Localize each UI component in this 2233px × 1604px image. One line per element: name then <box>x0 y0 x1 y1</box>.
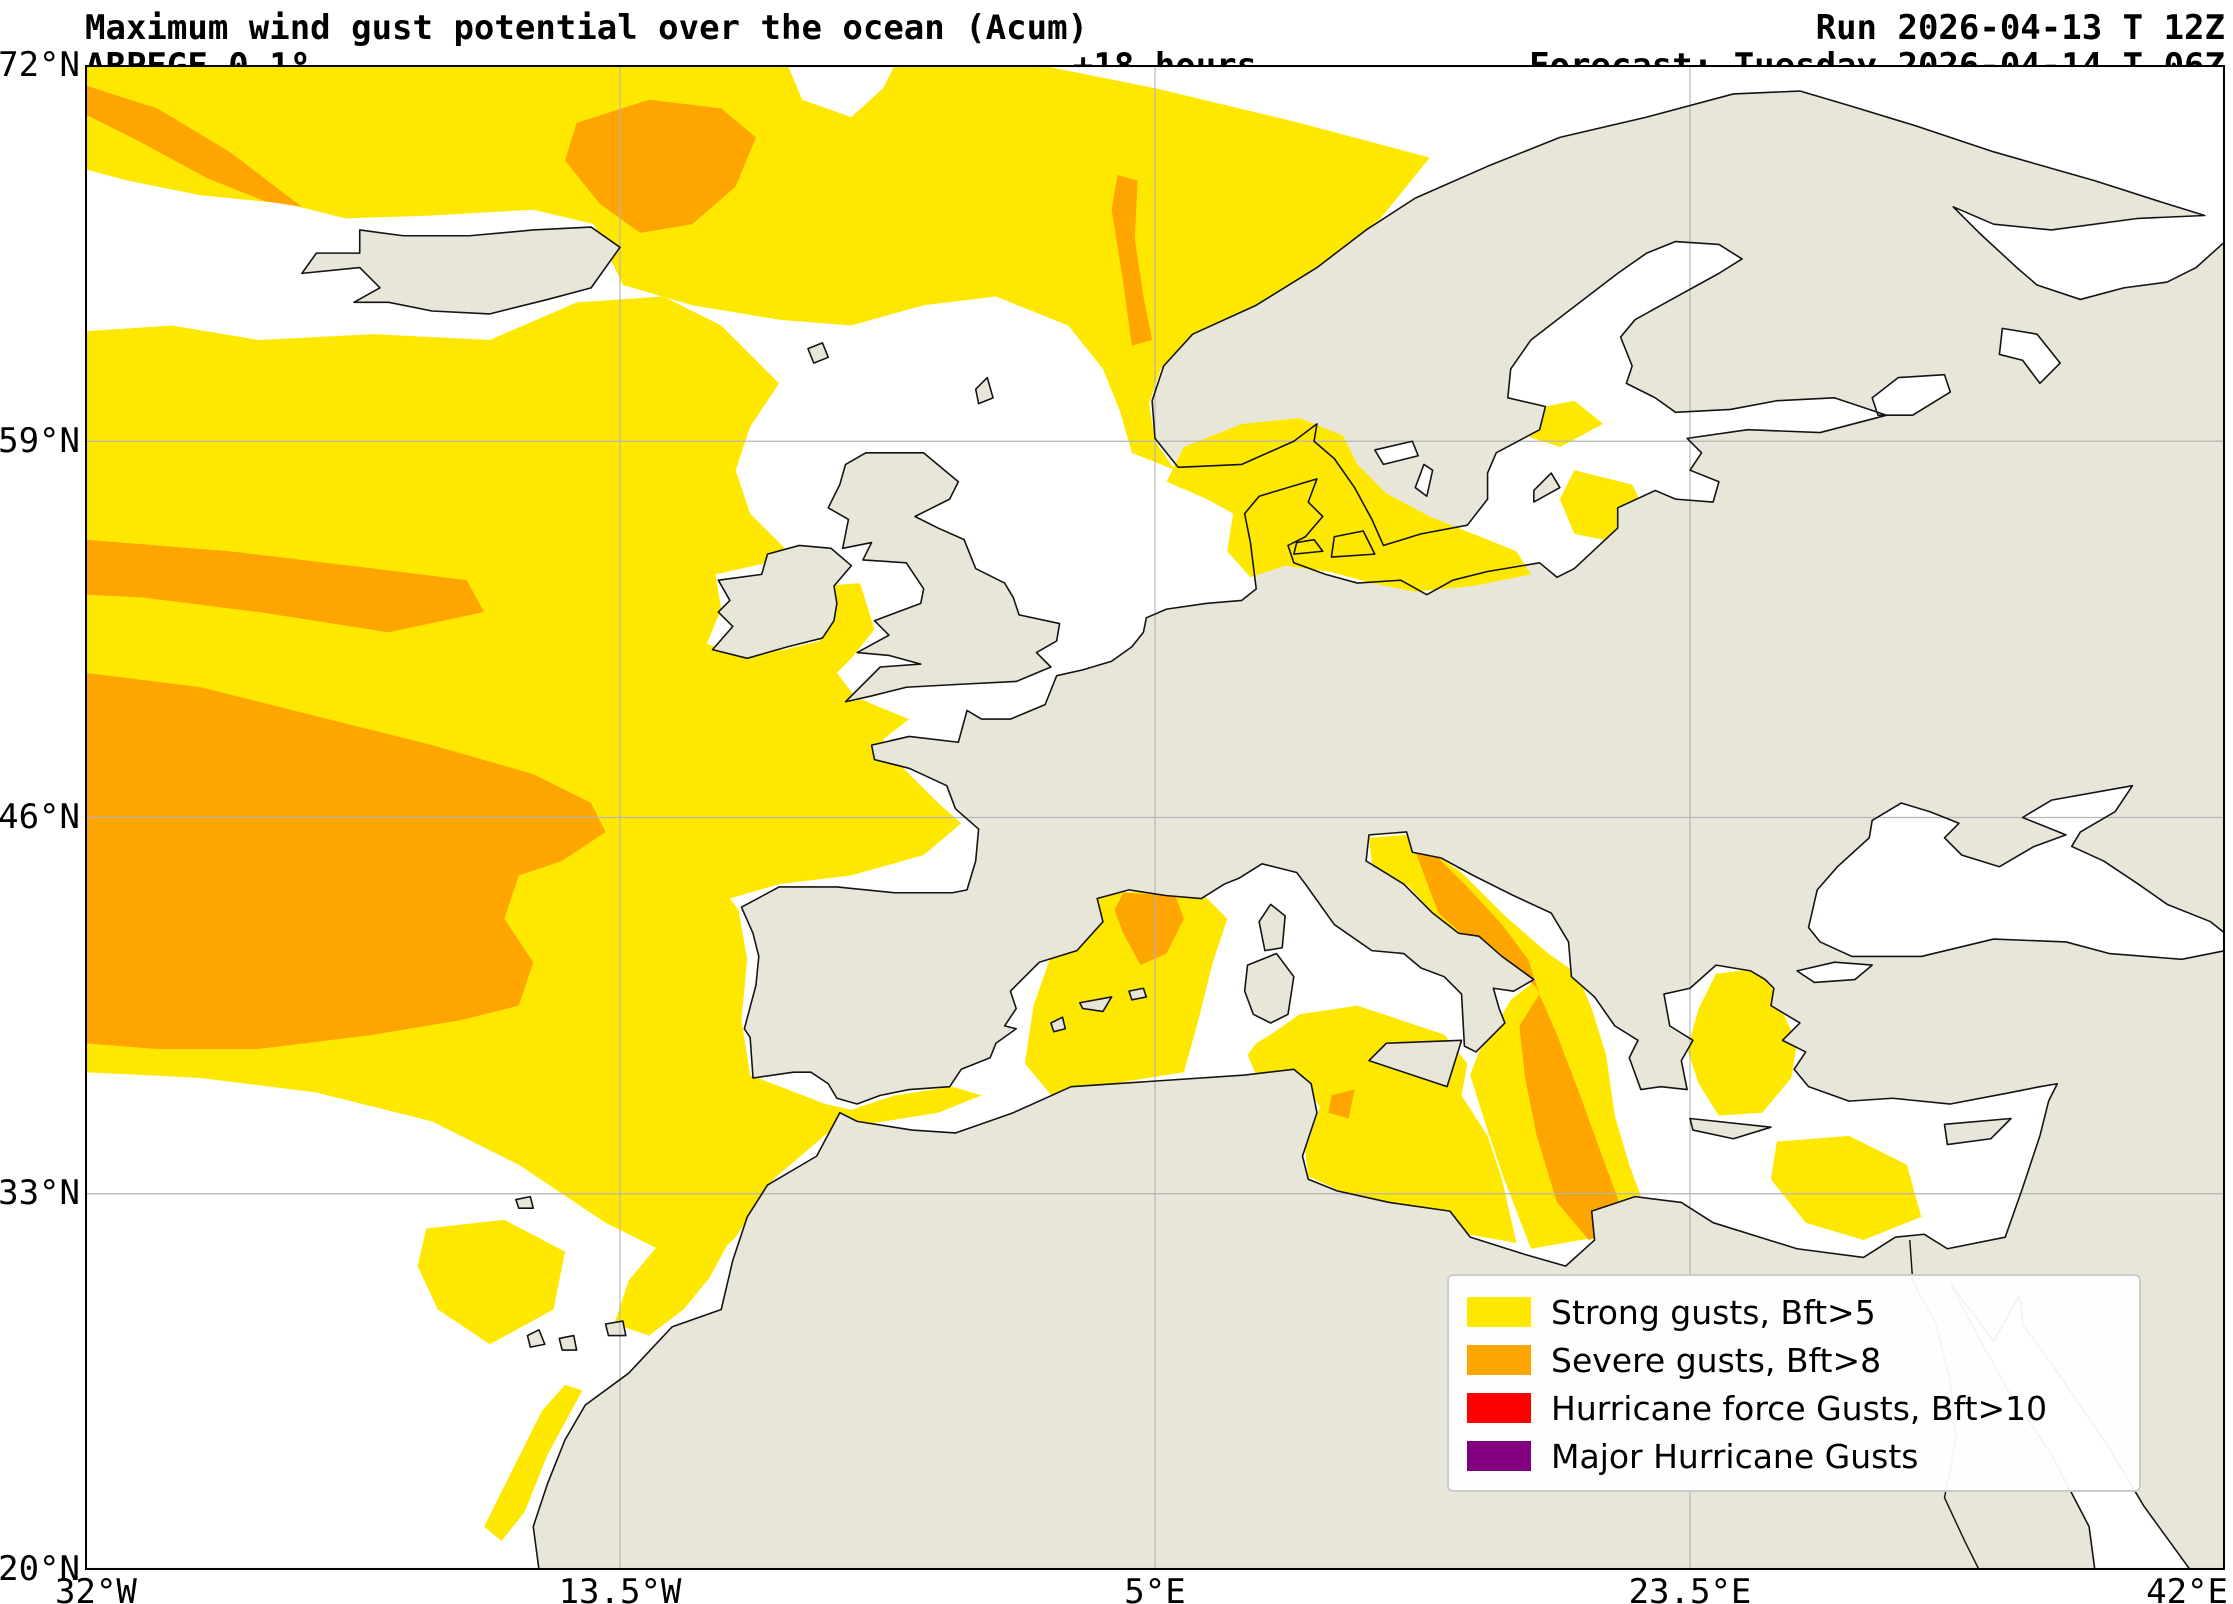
gust-severe-region <box>85 539 485 633</box>
map-border <box>85 65 2225 1570</box>
legend-item-label: Severe gusts, Bft>8 <box>1551 1340 1882 1380</box>
lon-tick-label: 5°E <box>1124 1572 1186 1604</box>
gust-strong-region <box>614 1182 768 1336</box>
gust-strong-region <box>85 65 1430 471</box>
gust-layer-overland <box>1166 418 1531 592</box>
lon-tick-label: 13.5°W <box>558 1572 682 1604</box>
legend-box: Strong gusts, Bft>5 Severe gusts, Bft>8 … <box>1447 1274 2141 1492</box>
lon-tick-label: 42°E <box>2146 1572 2228 1604</box>
figure-title: Maximum wind gust potential over the oce… <box>85 8 1089 48</box>
gust-strong-region <box>484 1384 583 1542</box>
legend-item: Severe gusts, Bft>8 <box>1467 1336 2139 1384</box>
graticule-layer <box>85 65 2225 1570</box>
lat-tick-label: 72°N <box>0 45 80 85</box>
legend-swatch-major-hurricane-gusts <box>1467 1441 1531 1471</box>
gust-strong-region <box>1770 1135 1922 1241</box>
gust-severe-region <box>1328 1089 1355 1119</box>
gust-strong-region <box>1166 418 1531 592</box>
lat-tick-label: 33°N <box>0 1173 80 1213</box>
lon-tick-label: 23.5°E <box>1628 1572 1752 1604</box>
legend-item-label: Major Hurricane Gusts <box>1551 1436 1919 1476</box>
lon-tick-label: 32°W <box>55 1572 137 1604</box>
gust-severe-region <box>565 99 756 233</box>
legend-swatch-hurricane-force-gusts <box>1467 1393 1531 1423</box>
gust-strong-region <box>417 1219 566 1345</box>
map-canvas <box>85 65 2225 1570</box>
legend-swatch-severe-gusts <box>1467 1345 1531 1375</box>
gust-strong-region <box>1687 968 1797 1116</box>
lat-tick-label: 46°N <box>0 797 80 837</box>
gust-layer-ocean <box>85 65 1922 1542</box>
legend-item: Hurricane force Gusts, Bft>10 <box>1467 1384 2139 1432</box>
legend-item: Strong gusts, Bft>5 <box>1467 1288 2139 1336</box>
gust-severe-region <box>1114 892 1184 966</box>
gust-severe-region <box>85 672 606 1050</box>
gust-severe-region <box>1111 174 1153 346</box>
legend-item: Major Hurricane Gusts <box>1467 1432 2139 1480</box>
gust-severe-region <box>85 85 302 207</box>
legend-swatch-strong-gusts <box>1467 1297 1531 1327</box>
lat-tick-label: 20°N <box>0 1549 80 1589</box>
run-label: Run 2026-04-13 T 12Z <box>1815 8 2225 48</box>
map-plot <box>85 65 2225 1570</box>
legend-item-label: Hurricane force Gusts, Bft>10 <box>1551 1388 2048 1428</box>
lat-tick-label: 59°N <box>0 421 80 461</box>
legend-item-label: Strong gusts, Bft>5 <box>1551 1292 1876 1332</box>
